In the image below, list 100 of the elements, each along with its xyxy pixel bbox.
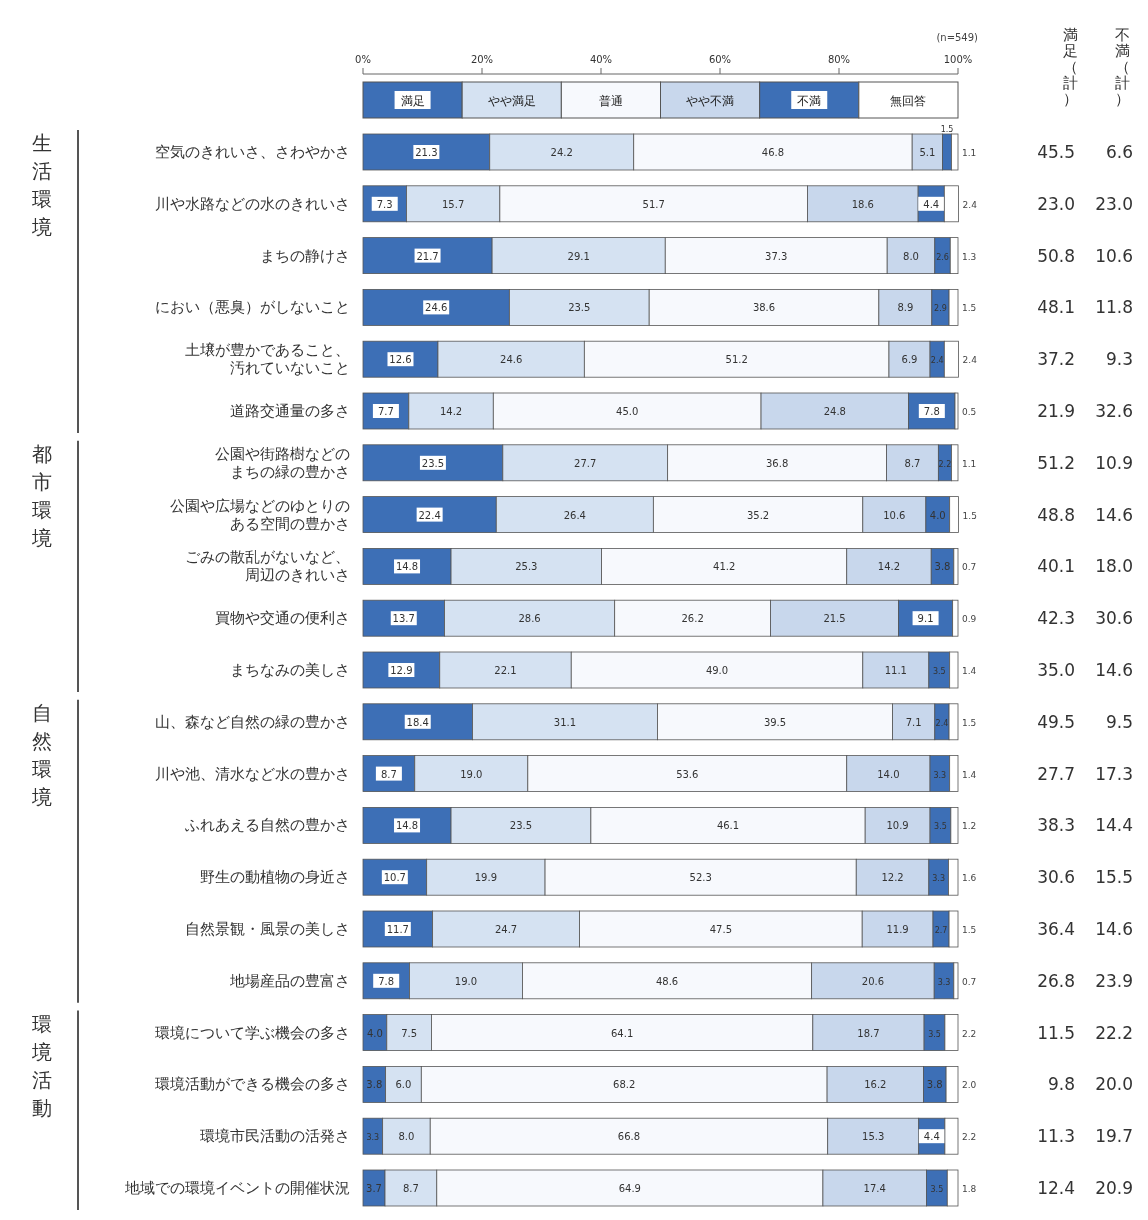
text: 11.3	[1037, 1126, 1075, 1147]
text: 9.5	[1105, 711, 1133, 732]
y-tick-label: 環境活動ができる機会の多さ	[155, 1075, 350, 1094]
data-label: 12.2	[881, 872, 904, 884]
data-label: 20.6	[861, 975, 885, 987]
data-label: 52.3	[689, 872, 712, 884]
text: 環境活動	[31, 1011, 52, 1120]
data-label: 27.7	[574, 457, 597, 469]
data-label: 18.6	[851, 198, 874, 210]
data-label: 24.6	[425, 302, 448, 314]
data-label: 19.0	[460, 768, 483, 780]
y-tick-label: におい（悪臭）がしないこと	[155, 298, 350, 317]
data-label: 24.6	[500, 354, 523, 366]
text: 生活環境	[31, 131, 52, 239]
data-label: 4.0	[366, 1027, 383, 1039]
y-tick-label: 地場産品の豊富さ	[229, 971, 350, 990]
y-tick-label: 空気のきれいさ、さわやかさ	[155, 143, 350, 161]
y-tick-label: 川や池、清水など水の豊かさ	[155, 764, 350, 783]
data-label: 3.8	[366, 1079, 383, 1091]
text: 不満（計）	[1114, 26, 1130, 108]
data-label: 28.6	[518, 613, 541, 625]
text: 30.6	[1037, 867, 1075, 888]
data-label: 7.1	[905, 716, 922, 728]
text: 32.6	[1095, 401, 1133, 421]
text: 11.8	[1095, 297, 1133, 318]
y-tick-label: 環境について学ぶ機会の多さ	[155, 1023, 350, 1042]
data-label: 45.0	[616, 406, 639, 417]
x-tick-label: 40%	[589, 54, 613, 65]
text: 18.0	[1095, 556, 1133, 577]
data-label: 22.1	[494, 665, 517, 676]
text: 20.0	[1095, 1074, 1133, 1095]
data-label: 64.9	[618, 1183, 641, 1194]
data-label: 36.8	[765, 457, 789, 469]
text: 自然環境	[31, 700, 52, 809]
text: 23.0	[1037, 193, 1075, 214]
text: 51.2	[1037, 452, 1075, 473]
text: 23.9	[1095, 970, 1133, 991]
text: 22.2	[1095, 1022, 1133, 1043]
text: 9.8	[1047, 1074, 1075, 1095]
data-label: 3.3	[933, 770, 947, 780]
data-label: 8.9	[897, 302, 914, 314]
data-label: 8.0	[398, 1131, 415, 1143]
data-label: 2.7	[934, 926, 948, 935]
data-label: 4.4	[923, 1131, 940, 1143]
data-label: 7.8	[378, 975, 395, 987]
data-label: 37.3	[765, 250, 788, 262]
data-label: 14.0	[877, 768, 900, 780]
data-label: 53.6	[676, 768, 699, 780]
text: 48.1	[1037, 297, 1075, 318]
data-label: 22.4	[418, 509, 441, 521]
data-label: 21.5	[823, 613, 846, 625]
data-label: 41.2	[713, 561, 736, 573]
data-label: 11.1	[884, 665, 907, 676]
text: 45.5	[1037, 142, 1075, 162]
text: 17.3	[1095, 763, 1133, 784]
text: 11.5	[1037, 1022, 1075, 1043]
data-label: 26.4	[563, 509, 586, 521]
text: 23.0	[1095, 193, 1133, 214]
data-label: 12.9	[390, 665, 413, 676]
data-label: 12.6	[389, 354, 412, 366]
text: 6.6	[1105, 142, 1133, 162]
data-label: 3.7	[366, 1183, 382, 1194]
text: 40.1	[1037, 556, 1075, 577]
text: 9.3	[1105, 349, 1133, 370]
text: 14.4	[1095, 815, 1133, 836]
data-label: 10.9	[886, 820, 909, 832]
data-label: 7.3	[376, 198, 393, 210]
data-label: 2.4	[962, 199, 978, 210]
text: 48.8	[1037, 504, 1075, 525]
data-label: 18.7	[857, 1027, 880, 1039]
data-label: 2.9	[934, 304, 947, 314]
y-tick-label: 公園や街路樹などのまちの緑の豊かさ	[215, 444, 350, 481]
data-label: 49.0	[705, 665, 729, 676]
data-label: 3.8	[934, 561, 951, 573]
data-label: 47.5	[709, 924, 733, 935]
x-tick-label: 0%	[355, 54, 371, 65]
data-label: 3.5	[930, 1185, 944, 1194]
text: 14.6	[1095, 660, 1133, 680]
data-label: 2.0	[962, 1080, 977, 1091]
y-tick-label: ごみの散乱がないなど、周辺のきれいさ	[185, 548, 350, 585]
data-label: 46.1	[716, 820, 740, 832]
text: 15.5	[1095, 867, 1133, 888]
x-tick-label: 80%	[827, 54, 851, 65]
data-label: 15.7	[442, 198, 465, 210]
text: 26.8	[1037, 970, 1075, 991]
data-label: 1.6	[962, 873, 977, 884]
data-label: 2.4	[962, 355, 978, 366]
data-label: 5.1	[919, 147, 936, 158]
legend: 満足 やや満足 普通 やや不満 不満 無回答	[362, 81, 959, 119]
data-label: 24.7	[494, 924, 518, 935]
text: 38.3	[1037, 815, 1075, 836]
data-label: 46.8	[761, 147, 785, 158]
data-label: 29.1	[567, 250, 590, 262]
data-label: 11.7	[386, 924, 409, 935]
data-label: 2.2	[962, 1132, 977, 1143]
y-tick-label: まちの静けさ	[260, 246, 350, 265]
text: 35.0	[1037, 660, 1075, 680]
x-tick-label: 60%	[708, 54, 732, 65]
data-label: 17.4	[863, 1183, 886, 1194]
data-label: 1.4	[962, 769, 977, 780]
